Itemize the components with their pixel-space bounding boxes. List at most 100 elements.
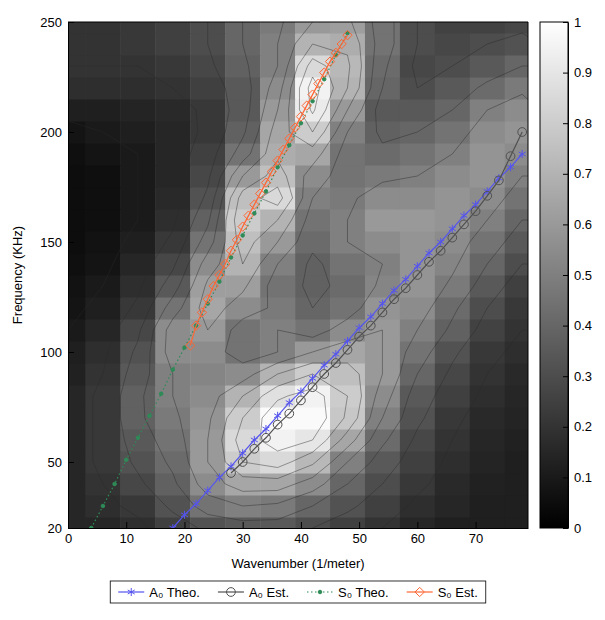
heatmap-cell	[470, 275, 505, 298]
heatmap-cell	[85, 319, 120, 342]
heatmap-cell	[120, 363, 155, 386]
series-marker	[267, 167, 276, 176]
series-marker	[204, 487, 211, 495]
series-marker	[331, 48, 340, 57]
heatmap-cell	[435, 22, 470, 34]
tick: 150	[40, 235, 74, 250]
heatmap-cell	[85, 209, 120, 232]
heatmap-cell	[68, 253, 86, 276]
tick-mark	[68, 242, 74, 243]
series-marker	[264, 190, 268, 194]
heatmap-cell	[330, 407, 365, 430]
contour-line	[165, 22, 528, 506]
heatmap-cell	[120, 22, 155, 34]
tick-mark	[68, 22, 74, 23]
heatmap-cell	[400, 385, 435, 408]
series-marker	[273, 156, 282, 165]
tick-mark	[417, 522, 418, 528]
axis-line	[69, 528, 529, 529]
heatmap-cell	[155, 407, 190, 430]
heatmap-cell	[225, 77, 260, 100]
heatmap-cell	[470, 341, 505, 364]
frame	[68, 22, 528, 23]
tick: 0.3	[563, 369, 592, 384]
heatmap-cell	[85, 517, 120, 528]
tick: 100	[40, 345, 74, 360]
heatmap-cell	[68, 33, 86, 56]
heatmap-cell	[260, 297, 295, 320]
tick-mark	[563, 477, 568, 478]
heatmap-cell	[68, 275, 86, 298]
heatmap-cell	[155, 22, 190, 34]
heatmap-cell	[155, 55, 190, 78]
legend-item: S₀ Theo.	[307, 585, 389, 600]
heatmap-cell	[505, 451, 528, 474]
heatmap-cell	[470, 407, 505, 430]
heatmap-cell	[400, 55, 435, 78]
heatmap-cell	[85, 253, 120, 276]
series-marker	[251, 436, 258, 444]
heatmap-cell	[68, 209, 86, 232]
series-marker	[367, 313, 374, 321]
heatmap-cell	[435, 297, 470, 320]
series-marker	[320, 68, 329, 77]
heatmap-cell	[365, 231, 400, 254]
heatmap-cell	[155, 33, 190, 56]
tick-mark	[563, 326, 568, 327]
tick-mark	[563, 427, 568, 428]
series-marker	[286, 399, 293, 407]
legend-label: A₀ Est.	[249, 585, 289, 600]
series-marker	[483, 191, 492, 200]
heatmap-cell	[85, 297, 120, 320]
series-marker	[183, 346, 187, 350]
series-marker	[148, 414, 152, 418]
heatmap-cell	[435, 363, 470, 386]
heatmap-cell	[190, 385, 225, 408]
y-axis-title: Frequency (KHz)	[10, 226, 25, 324]
heatmap-cell	[330, 55, 365, 78]
series-marker	[285, 409, 294, 418]
heatmap-cell	[120, 275, 155, 298]
series-marker	[325, 57, 334, 66]
tick-label: 70	[469, 531, 483, 546]
heatmap-cell	[505, 297, 528, 320]
heatmap-cell	[85, 143, 120, 166]
tick-label: 0.5	[574, 268, 592, 283]
series-marker	[309, 374, 316, 382]
heatmap-cell	[190, 121, 225, 144]
series-marker	[159, 392, 163, 396]
heatmap-cell	[85, 99, 120, 122]
series-marker	[171, 368, 175, 372]
legend-swatch-marker	[415, 587, 424, 596]
series-marker	[241, 234, 245, 238]
heatmap-cell	[400, 341, 435, 364]
tick: 40	[294, 522, 308, 546]
heatmap-cell	[435, 451, 470, 474]
series-marker	[215, 270, 224, 279]
series-marker	[437, 238, 444, 246]
series-marker	[197, 308, 206, 317]
heatmap-cell	[68, 385, 86, 408]
series-marker	[226, 246, 235, 255]
tick-mark	[476, 522, 477, 528]
contour-lines	[68, 22, 528, 528]
series-marker	[90, 526, 94, 528]
series-line	[173, 154, 522, 528]
tick: 30	[236, 522, 250, 546]
heatmap-cell	[365, 209, 400, 232]
heatmap-cell	[190, 473, 225, 496]
series-marker	[471, 207, 480, 216]
tick-mark	[563, 22, 568, 23]
series-marker	[343, 31, 352, 40]
series-marker	[297, 388, 304, 396]
heatmap-cell	[120, 451, 155, 474]
heatmap-cell	[155, 319, 190, 342]
heatmap-cell	[470, 77, 505, 100]
heatmap-cell	[155, 275, 190, 298]
tick: 10	[119, 522, 133, 546]
axis-line	[68, 23, 69, 529]
x-axis-title: Wavenumber (1/meter)	[231, 556, 364, 571]
heatmap-cell	[260, 473, 295, 496]
series-marker	[203, 295, 212, 304]
series-marker	[308, 383, 317, 392]
